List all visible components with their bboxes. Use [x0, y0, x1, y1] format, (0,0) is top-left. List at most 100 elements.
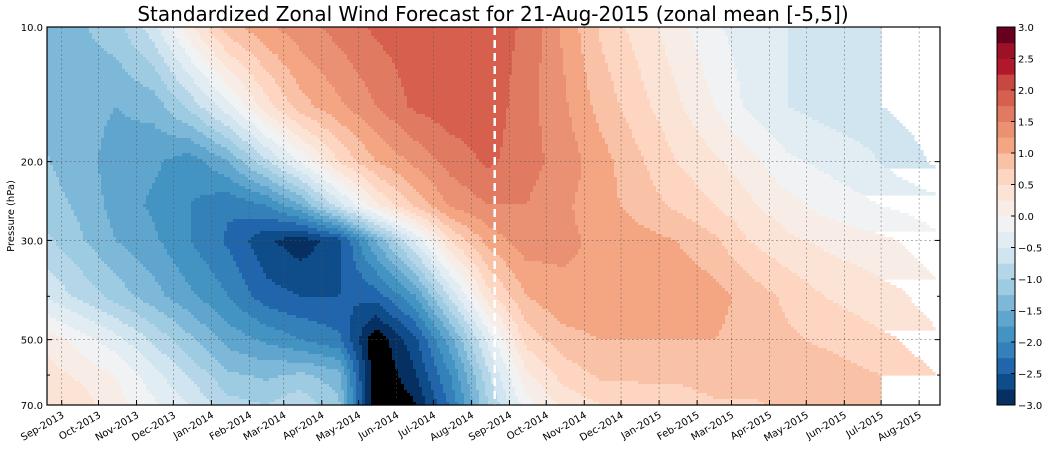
contour-cell: [419, 276, 426, 280]
contour-cell: [860, 141, 918, 145]
contour-cell: [347, 219, 360, 223]
contour-cell: [341, 162, 360, 166]
contour-cell: [725, 120, 759, 124]
contour-cell: [416, 111, 507, 115]
contour-cell: [734, 132, 771, 136]
contour-cell: [605, 60, 639, 64]
contour-cell: [830, 126, 906, 130]
contour-cell: [365, 396, 372, 400]
contour-cell: [488, 396, 498, 400]
contour-cell: [47, 99, 162, 103]
contour-cell: [863, 318, 930, 322]
contour-cell: [182, 27, 195, 31]
contour-cell: [92, 36, 129, 40]
colorbar-tick-label: −1.5: [1018, 307, 1042, 318]
contour-cell: [155, 69, 171, 73]
contour-cell: [101, 342, 129, 346]
contour-cell: [755, 279, 807, 283]
contour-cell: [290, 72, 324, 76]
contour-cell: [563, 63, 585, 67]
contour-cell: [488, 285, 504, 289]
contour-cell: [284, 111, 300, 115]
contour-cell: [290, 69, 321, 73]
y-tick-label: 10.0: [21, 23, 43, 34]
contour-cell: [443, 390, 456, 394]
contour-cell: [452, 240, 468, 244]
contour-cell: [770, 255, 837, 259]
contour-cell: [440, 270, 450, 274]
contour-cell: [623, 114, 657, 118]
contour-cell: [371, 366, 396, 370]
contour-cell: [302, 138, 321, 142]
contour-cell: [416, 243, 426, 247]
contour-cell: [47, 129, 105, 133]
contour-cell: [482, 291, 492, 295]
contour-cell: [188, 90, 204, 94]
contour-cell: [428, 288, 435, 292]
contour-cell: [659, 33, 693, 37]
contour-cell: [407, 99, 510, 103]
contour-cell: [392, 357, 411, 361]
contour-cell: [158, 96, 177, 100]
colorbar-tick-label: −3.0: [1018, 401, 1042, 412]
contour-cell: [305, 189, 315, 193]
contour-cell: [266, 204, 285, 208]
contour-cell: [137, 258, 174, 262]
contour-cell: [461, 387, 471, 391]
contour-cell: [485, 282, 504, 286]
contour-cell: [641, 150, 672, 154]
contour-cell: [173, 54, 189, 58]
contour-cell: [710, 273, 750, 277]
contour-cell: [296, 222, 318, 226]
contour-cell: [272, 162, 288, 166]
contour-cell: [341, 336, 351, 340]
contour-cell: [353, 399, 357, 403]
contour-cell: [131, 42, 156, 46]
contour-cell: [431, 222, 444, 226]
contour-cell: [458, 351, 468, 355]
contour-cell: [458, 246, 474, 250]
contour-cell: [800, 198, 870, 202]
contour-cell: [446, 393, 456, 397]
contour-cell: [380, 318, 399, 322]
contour-cell: [284, 93, 306, 97]
contour-cell: [344, 183, 357, 187]
colorbar-tick-label: −2.5: [1018, 370, 1042, 381]
contour-cell: [671, 207, 720, 211]
contour-cell: [260, 402, 270, 406]
contour-cell: [434, 393, 447, 397]
contour-cell: [680, 165, 729, 169]
contour-cell: [299, 294, 339, 298]
contour-cell: [47, 222, 81, 226]
contour-cell: [701, 63, 735, 67]
contour-cell: [194, 81, 210, 85]
contour-cell: [47, 45, 102, 49]
contour-cell: [209, 27, 222, 31]
contour-cell: [395, 291, 411, 295]
contour-cell: [305, 114, 333, 118]
contour-cell: [485, 243, 513, 247]
contour-cell: [401, 309, 417, 313]
contour-cell: [221, 108, 237, 112]
contour-cell: [632, 45, 666, 49]
contour-cell: [110, 267, 147, 271]
contour-cell: [446, 396, 456, 400]
contour-cell: [335, 390, 345, 394]
contour-cell: [875, 324, 933, 328]
contour-cell: [821, 246, 906, 250]
contour-cell: [185, 351, 210, 355]
contour-cell: [362, 273, 378, 277]
contour-cell: [350, 372, 357, 376]
contour-cell: [581, 162, 615, 166]
contour-cell: [503, 381, 513, 385]
contour-cell: [245, 27, 279, 31]
contour-cell: [356, 267, 375, 271]
contour-cell: [767, 168, 819, 172]
contour-cell: [191, 216, 300, 220]
contour-cell: [587, 84, 615, 88]
contour-cell: [566, 99, 591, 103]
contour-cell: [398, 189, 417, 193]
contour-cell: [104, 132, 168, 136]
contour-cell: [329, 207, 342, 211]
contour-cell: [683, 108, 717, 112]
